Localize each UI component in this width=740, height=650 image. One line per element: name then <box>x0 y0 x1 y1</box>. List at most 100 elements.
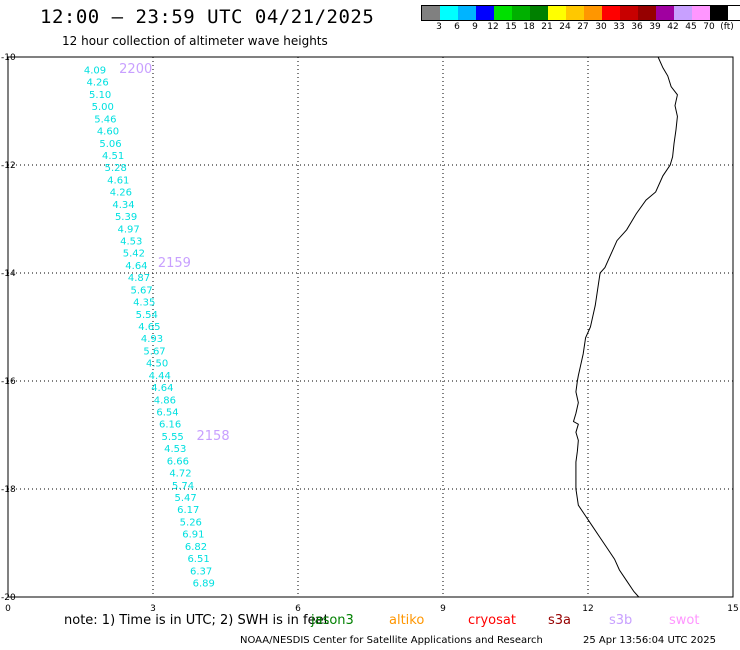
legend-swatch <box>638 6 656 20</box>
legend-label: 36 <box>631 22 643 32</box>
legend-label: (ft) <box>720 22 734 32</box>
satellite-legend: jason3 altiko cryosat s3a s3b swot <box>0 613 740 629</box>
y-tick-label: -10 <box>1 53 16 63</box>
wave-height-label: 4.97 <box>118 224 140 235</box>
legend-swatch <box>458 6 476 20</box>
x-tick-label: 9 <box>440 604 446 614</box>
wave-height-label: 5.10 <box>89 90 111 101</box>
legend-swatch <box>422 6 440 20</box>
x-tick-label: 3 <box>150 604 156 614</box>
legend-swatch <box>656 6 674 20</box>
legend-swatch <box>494 6 512 20</box>
legend-label: 9 <box>472 22 478 32</box>
wave-height-label: 4.64 <box>151 383 173 394</box>
satellite-name: swot <box>669 613 700 628</box>
wave-height-label: 4.50 <box>146 359 168 370</box>
wave-height-label: 4.61 <box>107 175 129 186</box>
wave-height-label: 6.91 <box>182 530 204 541</box>
track-time-label: 2200 <box>119 62 152 77</box>
legend-label: 15 <box>505 22 517 32</box>
legend-label: 18 <box>523 22 535 32</box>
wave-height-label: 4.93 <box>141 334 163 345</box>
wave-height-label: 4.53 <box>164 444 186 455</box>
legend-swatch <box>602 6 620 20</box>
wave-height-label: 5.39 <box>115 212 137 223</box>
wave-height-label: 4.26 <box>86 78 108 89</box>
legend-swatch <box>530 6 548 20</box>
credit-text: NOAA/NESDIS Center for Satellite Applica… <box>240 635 543 646</box>
wave-height-label: 4.44 <box>149 371 171 382</box>
wave-height-label: 5.67 <box>143 346 165 357</box>
legend-label: 12 <box>487 22 499 32</box>
legend-labels: 3 6 9 12 15 18 21 24 27 30 33 36 39 42 45 70 (ft) <box>421 21 740 33</box>
legend-label: 24 <box>559 22 571 32</box>
legend-swatch <box>548 6 566 20</box>
wave-height-label: 6.82 <box>185 542 207 553</box>
legend-label: 42 <box>667 22 679 32</box>
y-tick-label: -14 <box>1 269 16 279</box>
legend-swatch <box>512 6 530 20</box>
track-time-label: 2158 <box>197 429 230 444</box>
wave-height-label: 5.67 <box>130 285 152 296</box>
legend-swatch <box>620 6 638 20</box>
track-time-label: 2159 <box>158 256 191 271</box>
y-tick-label: -20 <box>1 593 16 603</box>
legend-swatch <box>440 6 458 20</box>
wave-height-label: 5.74 <box>172 481 194 492</box>
wave-height-label: 4.26 <box>110 188 132 199</box>
y-tick-label: -18 <box>1 485 16 495</box>
wave-height-label: 5.28 <box>105 163 127 174</box>
wave-height-label: 4.60 <box>97 127 119 138</box>
legend-label: 33 <box>613 22 625 32</box>
legend-swatch <box>566 6 584 20</box>
wave-height-label: 5.54 <box>136 310 158 321</box>
coastline <box>572 56 678 598</box>
wave-height-label: 6.54 <box>156 408 178 419</box>
legend-swatch <box>692 6 710 20</box>
legend-swatch <box>674 6 692 20</box>
wave-height-label: 6.89 <box>193 579 215 590</box>
wave-height-label: 6.51 <box>187 554 209 565</box>
wave-height-label: 4.87 <box>128 273 150 284</box>
wave-height-label: 6.17 <box>177 505 199 516</box>
wave-height-label: 5.42 <box>123 249 145 260</box>
legend-label: 30 <box>595 22 607 32</box>
wave-height-label: 6.66 <box>167 456 189 467</box>
color-legend: 3 6 9 12 15 18 21 24 27 30 33 36 39 42 45 70 (ft) <box>421 5 740 33</box>
satellite-name: s3b <box>609 613 633 628</box>
legend-label: 70 <box>703 22 715 32</box>
wave-height-label: 5.47 <box>174 493 196 504</box>
wave-height-label: 5.46 <box>94 114 116 125</box>
legend-label: 3 <box>436 22 442 32</box>
x-tick-label: 12 <box>582 604 593 614</box>
wave-height-label: 4.35 <box>133 298 155 309</box>
wave-height-label: 6.16 <box>159 420 181 431</box>
wave-height-label: 4.86 <box>154 395 176 406</box>
satellite-name: altiko <box>389 613 425 628</box>
satellite-name: jason3 <box>311 613 354 628</box>
legend-label: 27 <box>577 22 589 32</box>
wave-height-label: 6.37 <box>190 566 212 577</box>
wave-height-label: 5.55 <box>162 432 184 443</box>
satellite-name: s3a <box>548 613 572 628</box>
wave-height-label: 4.65 <box>138 322 160 333</box>
y-tick-label: -16 <box>1 377 16 387</box>
timestamp-text: 25 Apr 13:56:04 UTC 2025 <box>583 635 716 646</box>
legend-label: 6 <box>454 22 460 32</box>
x-tick-label: 6 <box>295 604 301 614</box>
wave-height-label: 5.26 <box>180 517 202 528</box>
wave-height-label: 4.72 <box>169 469 191 480</box>
x-tick-label: 0 <box>5 604 11 614</box>
legend-swatch <box>584 6 602 20</box>
wave-height-label: 4.64 <box>125 261 147 272</box>
wave-height-label: 4.53 <box>120 237 142 248</box>
legend-label: 21 <box>541 22 553 32</box>
chart-subtitle: 12 hour collection of altimeter wave hei… <box>62 34 328 48</box>
satellite-name: cryosat <box>468 613 516 628</box>
legend-label: 39 <box>649 22 661 32</box>
legend-swatches <box>421 5 740 21</box>
wave-height-label: 4.09 <box>84 66 106 77</box>
chart-title: 12:00 – 23:59 UTC 04/21/2025 <box>40 6 375 28</box>
wave-height-label: 4.34 <box>112 200 134 211</box>
